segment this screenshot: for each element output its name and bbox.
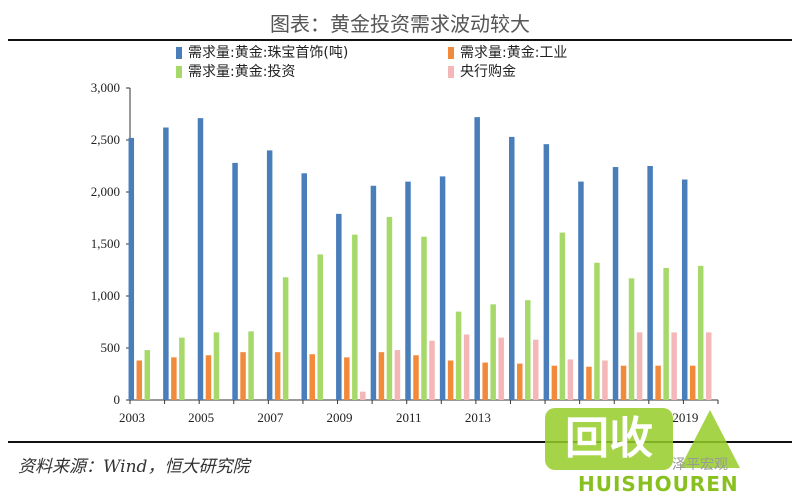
bar	[490, 304, 496, 400]
bar	[386, 216, 393, 400]
bar	[697, 265, 704, 400]
legend-label: 需求量:黄金:珠宝首饰(吨)	[188, 44, 348, 61]
y-tick-label: 2,000	[91, 184, 120, 199]
bar	[128, 137, 135, 401]
bar	[681, 179, 688, 400]
bar	[429, 340, 435, 400]
bar	[413, 355, 419, 400]
bar	[205, 355, 212, 400]
bar	[671, 332, 677, 400]
bar	[447, 360, 454, 400]
x-tick-label: 2009	[327, 410, 353, 425]
bar	[370, 185, 377, 400]
bar	[336, 213, 342, 400]
bar	[498, 337, 504, 400]
bar	[509, 136, 515, 400]
bar	[266, 150, 273, 400]
y-tick-label: 3,000	[91, 80, 120, 95]
bar	[578, 181, 584, 400]
bar	[197, 118, 204, 400]
bar	[378, 352, 385, 400]
bar	[344, 357, 350, 400]
y-tick-label: 1,500	[91, 236, 120, 251]
bar	[655, 365, 661, 400]
x-tick-label: 2011	[396, 410, 422, 425]
bar	[517, 363, 523, 400]
bar	[144, 350, 151, 400]
x-tick-label: 2005	[188, 410, 214, 425]
top-rule	[8, 39, 792, 41]
bar	[594, 262, 600, 400]
bar	[455, 311, 462, 400]
watermark-logo: 回收	[545, 408, 673, 470]
bar	[352, 234, 358, 400]
bar	[317, 254, 323, 400]
bar	[213, 332, 220, 400]
legend-label: 央行购金	[460, 64, 516, 80]
bar	[179, 337, 185, 400]
bar	[612, 167, 619, 400]
bar	[309, 354, 315, 400]
x-tick-label: 2003	[119, 410, 145, 425]
bar	[647, 166, 653, 400]
bar	[559, 232, 566, 400]
bar	[567, 359, 574, 400]
bar	[474, 117, 480, 401]
bar	[602, 360, 608, 400]
bottom-rule	[8, 441, 792, 443]
bar	[232, 162, 238, 400]
bar	[482, 362, 488, 400]
watermark-logo-icon	[680, 410, 740, 468]
bar	[636, 332, 643, 400]
bar	[628, 278, 635, 400]
bar	[282, 277, 289, 400]
bar	[405, 181, 411, 400]
bar	[663, 267, 669, 400]
bar	[240, 352, 246, 400]
bar	[439, 176, 446, 400]
x-tick-label: 2013	[465, 410, 491, 425]
watermark-account: 泽平宏观	[672, 457, 728, 473]
bar	[525, 300, 531, 400]
bar	[301, 173, 307, 400]
bar	[533, 339, 539, 400]
source-note: 资料来源：Wind，恒大研究院	[18, 457, 250, 477]
bar	[586, 366, 592, 400]
bars	[128, 117, 712, 401]
y-tick-label: 2,500	[91, 132, 120, 147]
legend-label: 需求量:黄金:工业	[460, 44, 567, 61]
bar	[163, 127, 169, 401]
bar	[421, 236, 427, 400]
bar	[360, 391, 366, 400]
bar	[551, 365, 558, 400]
bar	[171, 357, 177, 400]
legend-swatch	[176, 47, 182, 59]
y-tick-label: 1,000	[91, 288, 120, 303]
bar	[248, 331, 254, 400]
bar	[620, 365, 627, 400]
legend-swatch	[448, 66, 454, 78]
bar	[274, 352, 281, 400]
bar	[689, 365, 696, 400]
bar	[394, 350, 401, 400]
bar	[136, 360, 143, 400]
figure-title: 图表：黄金投资需求波动较大	[270, 12, 530, 36]
y-axis: 0 500 1,000 1,500 2,000 2,500 3,000	[91, 80, 131, 407]
legend-label: 需求量:黄金:投资	[188, 63, 295, 80]
y-tick-label: 0	[114, 392, 121, 407]
legend-swatch	[176, 66, 182, 78]
bar	[463, 334, 470, 400]
legend-swatch	[448, 47, 454, 59]
x-tick-label: 2007	[257, 410, 284, 425]
bar	[543, 144, 550, 400]
y-tick-label: 500	[101, 340, 121, 355]
bar	[705, 332, 712, 400]
watermark-logo-text: HUISHOUREN	[578, 472, 739, 496]
